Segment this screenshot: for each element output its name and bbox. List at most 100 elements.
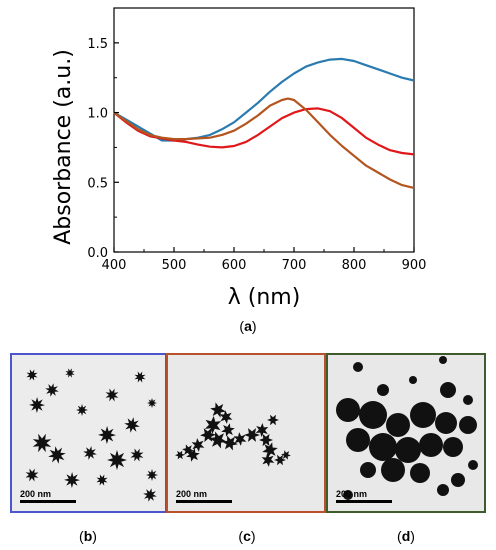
nanostar-particle bbox=[83, 446, 97, 460]
scale-bar-line-b bbox=[20, 500, 76, 503]
aggregate-particle bbox=[259, 433, 273, 447]
nanostar-particle bbox=[64, 472, 80, 488]
y-tick-label: 0.0 bbox=[87, 246, 108, 261]
sphere-particle bbox=[410, 402, 436, 428]
sphere-particle bbox=[395, 437, 421, 463]
aggregate-particle bbox=[274, 454, 286, 466]
nanostar-particle bbox=[96, 474, 108, 486]
series-line-3 bbox=[113, 97, 415, 189]
nanostar-particle bbox=[29, 397, 45, 413]
caption-c: (c) bbox=[238, 528, 256, 544]
nanostar-particle bbox=[98, 426, 116, 444]
aggregate-particle bbox=[221, 423, 235, 437]
tem-image-c bbox=[168, 355, 324, 511]
sphere-particle bbox=[360, 462, 376, 478]
caption-b: (b) bbox=[79, 528, 97, 544]
axis-layer: 400 500 600 700 800 900 0.0 0.5 1.0 1.5 bbox=[87, 37, 426, 273]
caption-a: (a) bbox=[239, 318, 257, 334]
sphere-particle bbox=[386, 413, 410, 437]
nanostar-particle bbox=[147, 398, 157, 408]
sphere-particle bbox=[440, 382, 456, 398]
y-tick-label: 1.0 bbox=[87, 107, 108, 122]
nanostar-particle bbox=[65, 368, 75, 378]
sphere-particle bbox=[336, 398, 360, 422]
aggregate-particle bbox=[233, 432, 247, 446]
scale-bar-d: 200 nm bbox=[336, 489, 392, 503]
y-axis-label: Absorbance (a.u.) bbox=[51, 49, 76, 245]
sphere-particle bbox=[369, 433, 397, 461]
sphere-particle bbox=[443, 437, 463, 457]
series-layer bbox=[113, 57, 415, 189]
tem-image-b bbox=[12, 355, 165, 511]
nanostar-particle bbox=[76, 404, 88, 416]
aggregate-particle bbox=[222, 435, 238, 451]
aggregate-particle bbox=[175, 450, 185, 460]
caption-d-letter: d bbox=[401, 528, 411, 544]
nanostar-particle bbox=[124, 417, 140, 433]
tem-image-d bbox=[328, 355, 484, 511]
caption-c-letter: c bbox=[243, 528, 251, 544]
sphere-particle bbox=[435, 412, 457, 434]
nanostar-particle bbox=[32, 433, 52, 453]
nanostar-particle bbox=[26, 369, 38, 381]
aggregate-particle bbox=[182, 444, 194, 456]
aggregate-particle bbox=[244, 428, 260, 442]
sphere-particle bbox=[359, 401, 387, 429]
caption-a-letter: a bbox=[244, 318, 252, 334]
absorbance-chart: 400 500 600 700 800 900 0.0 0.5 1.0 1.5 λ (nm) Ab… bbox=[51, 7, 426, 310]
aggregate-particle bbox=[186, 448, 200, 462]
sphere-particle bbox=[409, 376, 417, 384]
nanostar-particle bbox=[134, 371, 146, 383]
tem-panel-d: 200 nm bbox=[326, 353, 486, 513]
x-tick-label: 700 bbox=[282, 258, 307, 273]
scale-bar-label-b: 200 nm bbox=[20, 489, 52, 499]
scale-bar-c: 200 nm bbox=[176, 489, 232, 503]
scale-bar-label-d: 200 nm bbox=[336, 489, 368, 499]
x-tick-label: 400 bbox=[102, 258, 127, 273]
scale-bar-b: 200 nm bbox=[20, 489, 76, 503]
aggregate-particle bbox=[281, 450, 291, 460]
nanostar-particle bbox=[105, 388, 119, 402]
aggregate-particle bbox=[267, 414, 279, 426]
sphere-particle bbox=[346, 428, 370, 452]
caption-b-letter: b bbox=[83, 528, 93, 544]
sphere-particle bbox=[439, 356, 447, 364]
x-tick-label: 500 bbox=[162, 258, 187, 273]
nanostar-particle bbox=[48, 446, 66, 464]
scale-bar-label-c: 200 nm bbox=[176, 489, 208, 499]
nanostar-particle bbox=[146, 469, 158, 481]
aggregate-particle bbox=[261, 453, 275, 467]
nanostar-particle bbox=[107, 450, 127, 470]
nanostar-particle bbox=[143, 488, 157, 502]
caption-d: (d) bbox=[397, 528, 415, 544]
sphere-particle bbox=[437, 484, 449, 496]
sphere-particle bbox=[410, 463, 430, 483]
sphere-particle bbox=[463, 395, 473, 405]
sphere-particle bbox=[468, 460, 478, 470]
x-tick-label: 600 bbox=[222, 258, 247, 273]
y-tick-label: 1.5 bbox=[87, 37, 108, 52]
nanostar-particle bbox=[130, 448, 144, 462]
aggregate-particle bbox=[209, 431, 227, 449]
nanostar-particle bbox=[45, 383, 59, 397]
scale-bar-line-c bbox=[176, 500, 232, 503]
sphere-particle bbox=[381, 458, 405, 482]
aggregate-particle bbox=[204, 416, 222, 434]
series-line-2 bbox=[113, 107, 415, 156]
x-axis-label: λ (nm) bbox=[228, 285, 301, 310]
sphere-particle bbox=[343, 490, 353, 500]
y-tick-label: 0.5 bbox=[87, 176, 108, 191]
sphere-particle bbox=[419, 433, 443, 457]
nanostar-particle bbox=[25, 468, 39, 482]
sphere-particle bbox=[459, 416, 477, 434]
tem-panel-b: 200 nm bbox=[10, 353, 167, 513]
tem-panel-c: 200 nm bbox=[166, 353, 326, 513]
aggregate-particle bbox=[200, 427, 216, 443]
sphere-particle bbox=[353, 362, 363, 372]
aggregate-particle bbox=[255, 423, 269, 437]
scale-bar-line-d bbox=[336, 500, 392, 503]
x-tick-label: 800 bbox=[342, 258, 367, 273]
aggregate-particle bbox=[219, 410, 233, 424]
x-tick-label: 900 bbox=[402, 258, 427, 273]
aggregate-particle bbox=[262, 442, 278, 458]
